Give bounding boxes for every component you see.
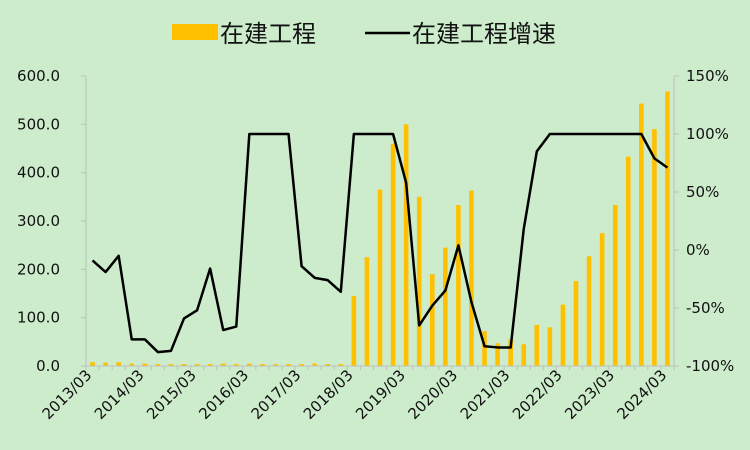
left-tick-label: 0.0 — [36, 357, 60, 375]
bar-mark — [364, 257, 370, 366]
bar-mark — [325, 364, 331, 366]
right-tick-label: 50% — [686, 183, 719, 201]
bar-mark — [482, 331, 487, 366]
left-tick-label: 600.0 — [17, 67, 60, 85]
growth-line — [91, 132, 669, 354]
bar-mark — [299, 364, 304, 366]
x-tick-label: 2021/03 — [457, 366, 514, 423]
bar-mark — [142, 363, 148, 366]
x-tick-label: 2016/03 — [195, 366, 252, 423]
bar-mark — [625, 156, 631, 366]
x-tick-label-group: 2015/03 — [143, 366, 200, 423]
x-tick-label: 2014/03 — [91, 366, 148, 423]
line-layer — [91, 132, 669, 354]
bar-mark — [429, 274, 435, 366]
x-tick-label-group: 2018/03 — [300, 366, 357, 423]
bar-mark — [129, 363, 135, 366]
bar-mark — [116, 362, 121, 366]
bar-mark — [233, 364, 239, 366]
bar-mark — [312, 363, 317, 366]
axes-layer — [81, 75, 679, 370]
left-tick-label: 500.0 — [17, 115, 60, 133]
x-tick-label: 2022/03 — [509, 366, 566, 423]
x-tick-label-group: 2017/03 — [248, 366, 305, 423]
bar-mark — [181, 364, 187, 366]
bar-mark — [286, 364, 291, 366]
bar-mark — [260, 364, 265, 366]
x-tick-label: 2023/03 — [561, 366, 618, 423]
x-tick-label: 2015/03 — [143, 366, 200, 423]
bar-mark — [547, 327, 553, 366]
legend-label-bar: 在建工程 — [220, 20, 316, 48]
bar-mark — [155, 364, 161, 366]
legend-swatch-bar — [172, 24, 218, 40]
right-tick-label: -100% — [686, 357, 734, 375]
left-tick-label: 200.0 — [17, 260, 60, 278]
x-tick-label: 2017/03 — [248, 366, 305, 423]
bar-mark — [469, 190, 474, 366]
x-tick-label-group: 2024/03 — [613, 366, 670, 423]
bar-mark — [220, 363, 226, 366]
bar-mark — [665, 91, 670, 366]
left-tick-label: 400.0 — [17, 164, 60, 182]
bar-mark — [599, 233, 605, 366]
x-tick-label-group: 2020/03 — [404, 366, 461, 423]
bar-mark — [612, 205, 618, 366]
bar-mark — [90, 362, 95, 366]
bar-mark — [390, 143, 396, 366]
x-tick-label: 2020/03 — [404, 366, 461, 423]
bar-mark — [168, 364, 174, 366]
bar-mark — [573, 280, 579, 366]
bar-mark — [495, 343, 500, 366]
bar-mark — [351, 295, 357, 366]
bar-mark — [103, 362, 108, 366]
bar-mark — [456, 205, 461, 366]
x-tick-label: 2018/03 — [300, 366, 357, 423]
bar-mark — [639, 103, 644, 367]
x-tick-label-group: 2023/03 — [561, 366, 618, 423]
x-tick-label-group: 2014/03 — [91, 366, 148, 423]
bar-mark — [416, 196, 422, 366]
bars-layer — [90, 91, 670, 367]
bar-mark — [247, 363, 252, 366]
legend: 在建工程 在建工程增速 — [172, 20, 556, 48]
x-tick-label-group: 2021/03 — [457, 366, 514, 423]
bar-mark — [534, 324, 540, 366]
x-tick-label: 2019/03 — [352, 366, 409, 423]
x-tick-label-group: 2016/03 — [195, 366, 252, 423]
bar-mark — [377, 189, 383, 366]
right-tick-label: 0% — [686, 241, 710, 259]
left-tick-label: 100.0 — [17, 309, 60, 327]
bar-mark — [508, 339, 513, 366]
bar-mark — [273, 364, 278, 366]
left-tick-label: 300.0 — [17, 212, 60, 230]
bar-mark — [207, 364, 213, 366]
bar-mark — [652, 129, 657, 366]
x-tick-label: 2024/03 — [613, 366, 670, 423]
x-tick-label-group: 2019/03 — [352, 366, 409, 423]
bar-mark — [443, 247, 448, 366]
right-tick-label: -50% — [686, 299, 725, 317]
bar-mark — [560, 304, 566, 366]
bar-mark — [521, 344, 527, 366]
right-tick-label: 150% — [686, 67, 729, 85]
bar-mark — [338, 364, 344, 366]
bar-mark — [586, 256, 592, 366]
legend-label-line: 在建工程增速 — [412, 20, 556, 48]
bar-mark — [194, 364, 200, 366]
right-tick-label: 100% — [686, 125, 729, 143]
x-tick-label-group: 2022/03 — [509, 366, 566, 423]
bar-mark — [403, 124, 409, 366]
